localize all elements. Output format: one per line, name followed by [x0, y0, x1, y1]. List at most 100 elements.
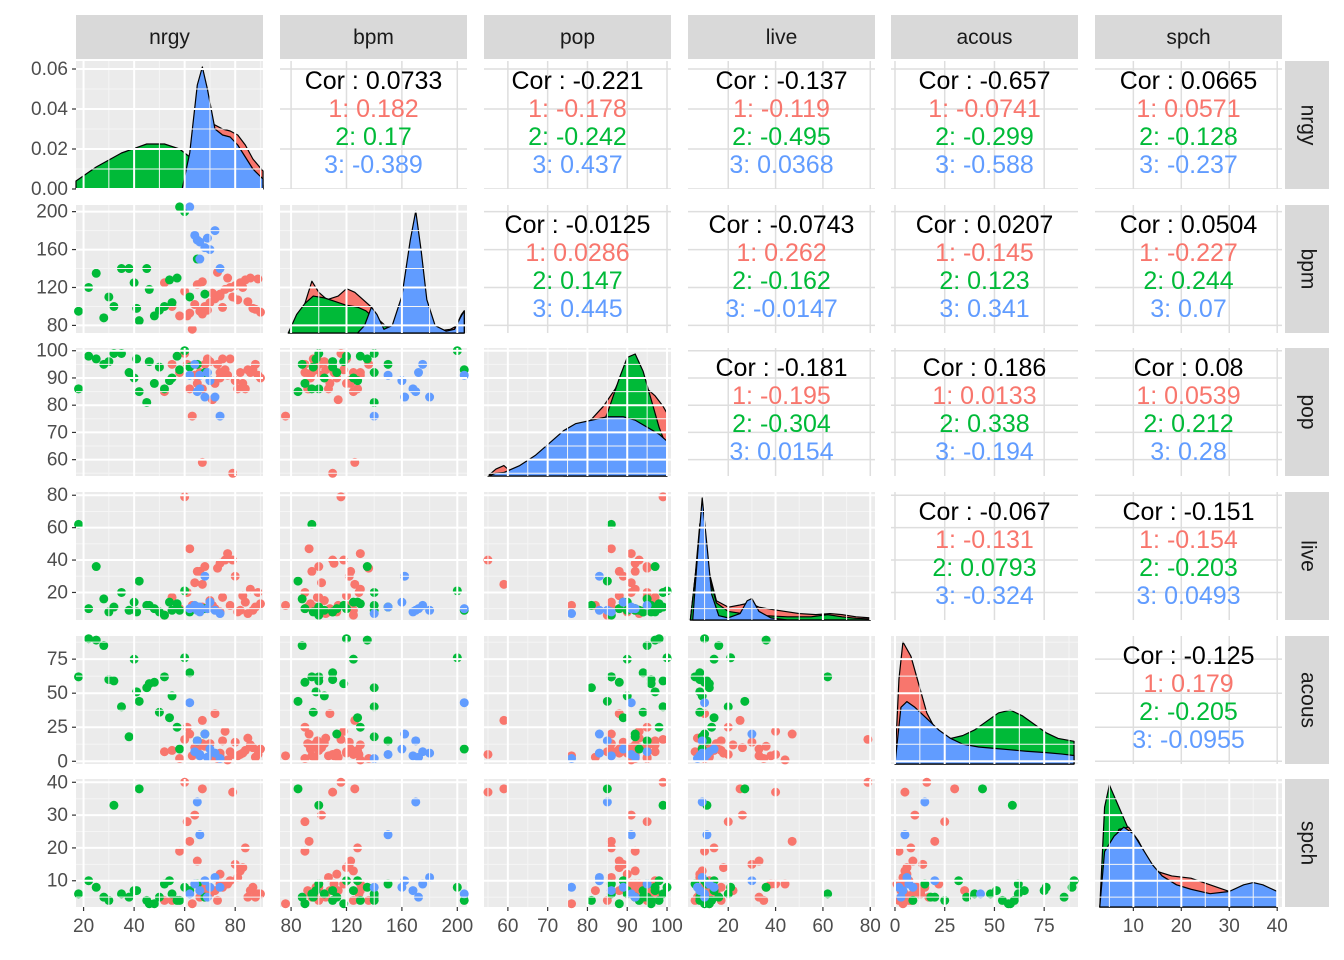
scatter-point: [908, 856, 918, 866]
scatter-point: [1003, 899, 1013, 909]
panel-grid: [1095, 779, 1282, 907]
scatter-point: [297, 594, 307, 604]
correlation-overall: Cor : 0.0207: [916, 211, 1054, 239]
panel-background: [1095, 348, 1282, 476]
scatter-point: [594, 605, 604, 615]
scatter-point: [91, 635, 101, 645]
panel-background: [1095, 492, 1282, 620]
row-strip-label: acous: [1296, 672, 1319, 728]
scatter-point: [248, 743, 258, 753]
x-tick-label: 120: [331, 916, 363, 937]
scatter-point: [175, 202, 185, 212]
scatter-point: [353, 713, 363, 723]
scatter-point: [626, 743, 636, 753]
scatter-point: [124, 605, 134, 615]
panel-grid: [76, 492, 263, 620]
scatter-point: [175, 744, 185, 754]
scatter-point: [766, 751, 776, 761]
scatter-point: [109, 800, 119, 810]
scatter-point: [134, 576, 144, 586]
scatter-point: [408, 886, 418, 896]
correlation-group: 2: -0.128: [1139, 123, 1238, 151]
scatter-point: [695, 687, 705, 697]
correlation-group: 1: -0.145: [935, 239, 1034, 267]
correlation-overall: Cor : -0.657: [918, 67, 1050, 95]
scatter-point: [185, 292, 195, 302]
scatter-point: [638, 707, 648, 717]
scatter-point: [190, 230, 200, 240]
scatter-point: [606, 751, 616, 761]
scatter-point: [175, 365, 185, 375]
scatter-point: [253, 749, 263, 759]
scatter-point: [200, 729, 210, 739]
panel-background: [688, 492, 875, 620]
column-strip: [891, 15, 1078, 59]
scatter-point: [116, 702, 126, 712]
correlation-group: 3: 0.07: [1150, 295, 1226, 323]
x-tick-label: 90: [617, 916, 638, 937]
scatter-point: [362, 354, 372, 364]
scatter-point: [185, 698, 195, 708]
column-strip: [76, 15, 263, 59]
scatter-point: [740, 784, 750, 794]
column-strip-label: nrgy: [149, 26, 190, 49]
scatter-point: [308, 707, 318, 717]
y-tick-label: 40: [47, 550, 68, 571]
density-panel: [75, 61, 264, 190]
panel-grid: [891, 636, 1078, 764]
scatter-point: [716, 736, 726, 746]
scatter-point: [650, 562, 660, 572]
scatter-point: [614, 677, 624, 687]
scatter-point: [167, 605, 177, 615]
scatter-point: [654, 895, 664, 905]
scatter-panel: [74, 492, 265, 620]
scatter-point: [300, 817, 310, 827]
scatter-point: [383, 749, 393, 759]
scatter-point: [223, 549, 233, 559]
row-strip-label: live: [1296, 540, 1319, 572]
scatter-point: [165, 597, 174, 607]
panel-grid: [280, 492, 467, 620]
y-tick-label: 120: [36, 277, 68, 298]
y-tick-label: 80: [47, 395, 68, 416]
scatter-point: [332, 729, 342, 739]
scatter-point: [630, 566, 640, 576]
scatter-point: [134, 696, 144, 706]
scatter-panel: [891, 777, 1079, 909]
correlation-group: 1: 0.179: [1143, 670, 1233, 698]
correlation-group: 3: -0.237: [1139, 151, 1238, 179]
scatter-panel: [688, 777, 875, 909]
scatter-point: [383, 736, 393, 746]
scatter-point: [695, 886, 705, 896]
scatter-point: [383, 879, 393, 889]
scatter-point: [630, 846, 640, 856]
scatter-point: [74, 889, 84, 899]
scatter-point: [499, 579, 509, 589]
y-tick-label: 0.06: [31, 59, 68, 80]
y-tick-label: 0.04: [31, 99, 68, 120]
x-tick-label: 20: [1171, 916, 1192, 937]
correlation-group: 2: -0.299: [935, 123, 1034, 151]
scatter-point: [894, 846, 904, 856]
scatter-point: [618, 882, 628, 892]
correlation-overall: Cor : -0.0743: [709, 211, 855, 239]
scatter-point: [650, 687, 660, 697]
panel-background: [688, 61, 875, 189]
correlation-overall: Cor : -0.137: [715, 67, 847, 95]
scatter-point: [348, 886, 358, 896]
scatter-point: [714, 641, 724, 651]
panel-grid: [76, 636, 263, 764]
scatter-point: [719, 863, 729, 873]
scatter-point: [185, 836, 195, 846]
scatter-point: [300, 677, 310, 687]
correlation-group: 1: -0.0741: [928, 95, 1041, 123]
scatter-point: [165, 713, 174, 723]
scatter-point: [355, 740, 365, 750]
panel-background: [484, 636, 671, 764]
scatter-point: [902, 863, 912, 873]
